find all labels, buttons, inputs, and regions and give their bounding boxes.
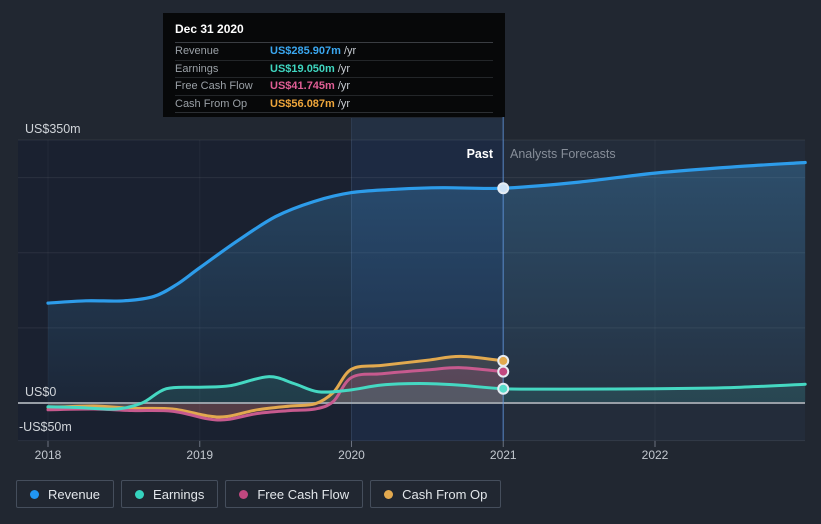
legend-item-cash-from-op[interactable]: Cash From Op [370,480,502,508]
tooltip-rows: Revenue US$285.907m/yr Earnings US$19.050… [175,43,493,113]
legend-item-free-cash-flow[interactable]: Free Cash Flow [225,480,364,508]
tooltip-row: Cash From Op US$56.087m/yr [175,96,493,113]
y-axis-label: -US$50m [19,420,72,434]
tooltip-date: Dec 31 2020 [175,20,493,43]
tooltip-row-label: Free Cash Flow [175,80,253,93]
tooltip-row: Revenue US$285.907m/yr [175,43,493,61]
chart-legend: Revenue Earnings Free Cash Flow Cash From O… [16,480,502,508]
legend-label: Free Cash Flow [257,486,350,502]
legend-color-dot [384,489,394,499]
analysts-forecasts-label: Analysts Forecasts [510,147,616,161]
tooltip-row-label: Earnings [175,62,219,75]
y-axis-label: US$0 [25,385,57,399]
x-axis-label: 2018 [34,448,62,462]
legend-color-dot [135,489,145,499]
x-axis-label: 2021 [489,448,517,462]
tooltip: Dec 31 2020 Revenue US$285.907m/yr Earnin… [163,13,505,117]
x-axis-label: 2022 [641,448,669,462]
x-axis-label: 2020 [338,448,365,462]
legend-label: Earnings [153,486,205,502]
tooltip-row: Earnings US$19.050m/yr [175,61,493,78]
legend-item-earnings[interactable]: Earnings [121,480,219,508]
tooltip-row-label: Cash From Op [175,97,248,110]
legend-item-revenue[interactable]: Revenue [16,480,115,508]
legend-color-dot [239,489,249,499]
tooltip-row-value: US$19.050m/yr [270,62,351,75]
past-label: Past [466,147,493,161]
tooltip-row-label: Revenue [175,45,220,58]
tooltip-row: Free Cash Flow US$41.745m/yr [175,78,493,96]
chart-canvas [18,115,807,447]
tooltip-row-value: US$285.907m/yr [270,45,357,58]
legend-color-dot [30,489,39,499]
x-axis-label: 2019 [186,448,214,462]
tooltip-row-value: US$56.087m/yr [270,97,351,110]
legend-label: Cash From Op [402,486,488,502]
legend-label: Revenue [48,486,101,502]
y-axis-label: US$350m [25,122,81,136]
tooltip-row-value: US$41.745m/yr [270,80,351,93]
